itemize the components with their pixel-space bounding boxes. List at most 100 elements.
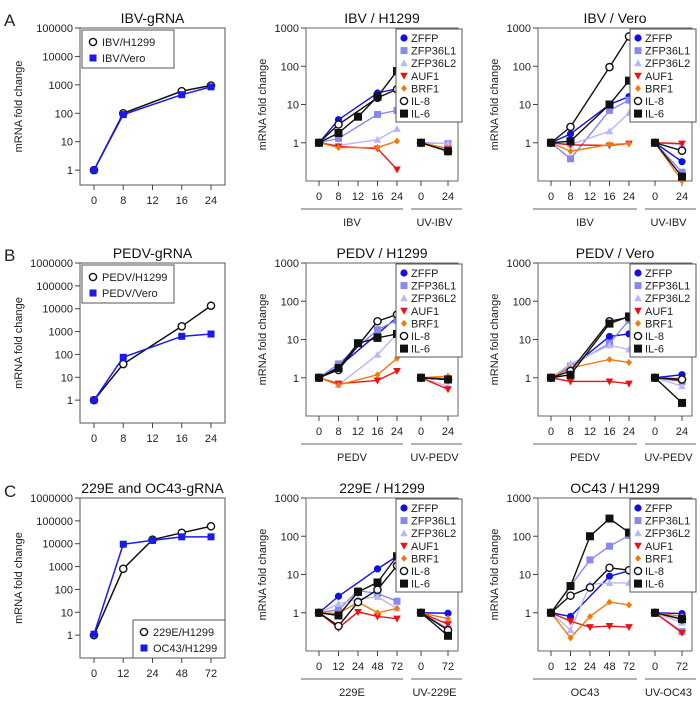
legend-label: ZFP36L2	[411, 528, 456, 540]
data-point-marker	[626, 601, 632, 609]
data-point-marker	[605, 378, 614, 386]
legend-label: ZFP36L1	[411, 516, 456, 528]
data-point-marker	[444, 147, 452, 156]
y-tick-label: 1	[67, 630, 73, 642]
data-point-marker	[335, 360, 342, 368]
data-point-marker	[585, 583, 595, 592]
series-line	[550, 377, 630, 385]
legend-label: ZFFP	[645, 268, 673, 280]
data-point-marker	[606, 106, 613, 114]
data-point-marker	[444, 631, 452, 640]
y-axis-label: mRNA fold change	[489, 529, 501, 621]
panel-label: C	[4, 482, 16, 501]
y-tick-label: 10	[287, 100, 299, 112]
chart-title: PEDV / H1299	[336, 245, 427, 261]
legend-label: BRF1	[645, 553, 673, 565]
data-point-marker	[334, 120, 343, 129]
legend-swatch-marker	[88, 37, 98, 47]
y-tick-label: 100	[55, 349, 73, 361]
y-tick-label: 1000	[275, 23, 299, 35]
legend-label: ZFP36L2	[411, 58, 456, 70]
data-point-marker	[119, 540, 127, 548]
series-line	[550, 601, 630, 639]
x-tick-label: 0	[652, 426, 658, 438]
data-point-marker	[315, 608, 323, 617]
y-axis-label: mRNA fold change	[257, 294, 269, 386]
legend-label: ZFP36L2	[645, 528, 690, 540]
x-tick-label: 12	[584, 191, 596, 203]
data-point-marker	[567, 634, 574, 642]
legend-swatch-marker	[635, 319, 641, 327]
y-axis-label: mRNA fold change	[257, 529, 269, 621]
group-label: OC43	[571, 687, 600, 699]
series-line-uv	[654, 142, 683, 152]
series-line-uv	[420, 377, 449, 390]
data-point-marker	[626, 140, 632, 148]
legend-swatch-marker	[400, 47, 408, 55]
x-tick-label: 72	[676, 661, 688, 673]
x-tick-label: 24	[676, 191, 688, 203]
series-line-uv	[654, 377, 683, 381]
data-point-marker	[373, 585, 382, 595]
y-tick-label: 10	[61, 372, 73, 384]
series-line	[550, 142, 630, 152]
legend-swatch-marker	[399, 331, 409, 341]
legend-swatch-marker	[634, 504, 642, 512]
data-point-marker	[566, 359, 575, 367]
data-point-marker	[587, 612, 593, 620]
series-ibv-vero	[90, 83, 215, 174]
data-point-marker	[678, 158, 686, 166]
data-point-marker	[119, 353, 127, 361]
y-tick-label: 1	[525, 608, 531, 620]
data-point-marker	[354, 608, 362, 616]
series-line-uv	[654, 142, 683, 178]
data-point-marker	[373, 578, 382, 587]
y-tick-label: 10	[519, 100, 531, 112]
data-point-marker	[677, 375, 687, 384]
data-point-marker	[373, 350, 382, 358]
legend-label: ZFFP	[411, 268, 439, 280]
y-tick-label: 10	[61, 607, 73, 619]
series-oc43-h1299	[90, 533, 215, 638]
y-tick-label: 100	[513, 531, 531, 543]
x-tick-label: 72	[623, 661, 635, 673]
legend-swatch-marker	[399, 566, 409, 576]
group-label: UV-IBV	[416, 217, 453, 229]
chart-title: IBV / Vero	[583, 10, 646, 26]
data-point-marker	[178, 91, 186, 99]
x-tick-label: 24	[146, 668, 158, 680]
y-tick-label: 1	[293, 608, 299, 620]
data-point-marker	[566, 370, 575, 379]
x-tick-label: 72	[205, 668, 217, 680]
data-point-marker	[566, 626, 575, 634]
data-point-marker	[651, 138, 659, 147]
legend-swatch-marker	[401, 554, 407, 562]
data-point-marker	[119, 111, 127, 119]
chart-title: 229E / H1299	[339, 480, 425, 496]
data-point-marker	[90, 166, 98, 174]
legend-box	[395, 263, 463, 358]
y-tick-label: 1000	[49, 327, 73, 339]
panel-a1: A IBV-gRNA mRNA fold change 1 10 100 1000 10000…	[4, 10, 226, 207]
data-point-marker	[417, 138, 425, 147]
y-tick-label: 1000	[49, 80, 73, 92]
data-point-marker	[678, 168, 686, 176]
data-point-marker	[315, 373, 323, 382]
data-point-marker	[334, 363, 343, 372]
series-line-uv	[420, 142, 449, 152]
y-tick-label: 1000	[275, 258, 299, 270]
legend-swatch-marker	[89, 54, 97, 62]
data-point-marker	[207, 83, 215, 91]
x-tick-label: 0	[548, 191, 554, 203]
data-point-marker	[334, 599, 343, 607]
y-axis-label: mRNA fold change	[489, 59, 501, 151]
data-point-marker	[678, 629, 686, 637]
data-point-marker	[586, 556, 594, 564]
data-point-marker	[206, 301, 216, 311]
data-point-marker	[373, 592, 382, 600]
data-point-marker	[90, 396, 98, 404]
data-point-marker	[606, 141, 613, 149]
x-tick-label: 0	[652, 661, 658, 673]
data-point-marker	[445, 615, 451, 623]
y-tick-label: 100	[281, 531, 299, 543]
